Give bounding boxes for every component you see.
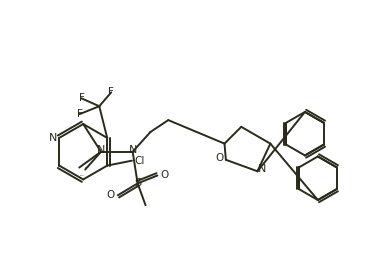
Text: O: O (216, 153, 224, 163)
Text: methyl: methyl (85, 167, 90, 168)
Text: N: N (97, 145, 105, 155)
Text: F: F (76, 109, 82, 119)
Text: F: F (108, 87, 114, 97)
Text: S: S (134, 178, 141, 188)
Text: O: O (107, 190, 115, 200)
Text: N: N (128, 145, 137, 155)
Text: N: N (258, 164, 267, 174)
Text: methyl: methyl (80, 175, 85, 176)
Text: F: F (78, 93, 85, 103)
Text: O: O (160, 170, 168, 180)
Text: Cl: Cl (135, 156, 145, 166)
Text: N: N (49, 133, 57, 143)
